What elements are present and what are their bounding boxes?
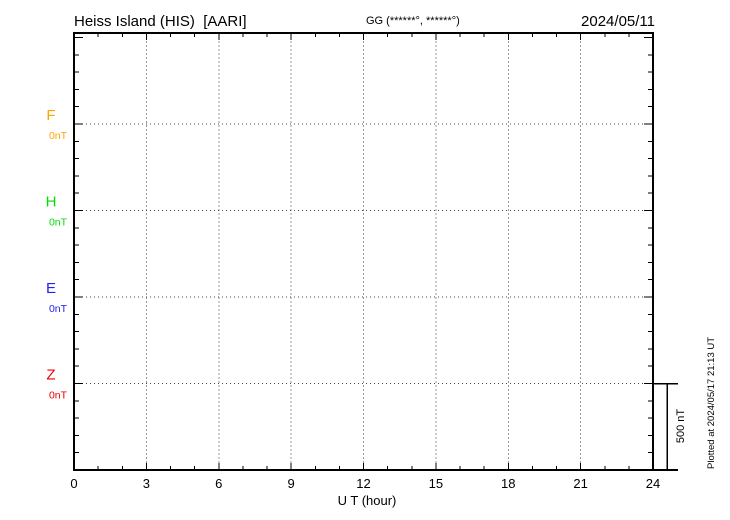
channel-label-H: H bbox=[46, 194, 57, 211]
channel-unit-label-F: 0nT bbox=[49, 130, 68, 142]
plotted-at-note: Plotted at 2024/05/17 21:13 UT bbox=[706, 337, 717, 469]
scale-bar-label: 500 nT bbox=[675, 409, 687, 444]
x-axis-title: U T (hour) bbox=[338, 493, 397, 508]
x-tick-label-21: 21 bbox=[573, 476, 587, 491]
channel-unit-label-E: 0nT bbox=[49, 303, 68, 315]
channel-unit-label-H: 0nT bbox=[49, 217, 68, 229]
gg-coordinates-label: GG (******°, ******°) bbox=[366, 15, 460, 27]
x-tick-label-24: 24 bbox=[646, 476, 660, 491]
x-tick-label-18: 18 bbox=[501, 476, 515, 491]
x-tick-label-12: 12 bbox=[356, 476, 370, 491]
x-tick-label-6: 6 bbox=[215, 476, 222, 491]
x-tick-label-15: 15 bbox=[429, 476, 443, 491]
channel-unit-label-Z: 0nT bbox=[49, 390, 68, 402]
channel-label-E: E bbox=[46, 280, 56, 297]
channel-label-F: F bbox=[46, 107, 55, 124]
station-title: Heiss Island (HIS) [AARI] bbox=[74, 13, 247, 30]
plot-date: 2024/05/11 bbox=[581, 13, 655, 30]
plot-body: 0 3 6 9 12 15 18 21 24 F 0nT H 0nT E 0nT Z 0nT bbox=[46, 32, 678, 491]
x-tick-label-0: 0 bbox=[70, 476, 77, 491]
channel-label-Z: Z bbox=[46, 367, 55, 384]
x-tick-label-9: 9 bbox=[288, 476, 295, 491]
x-tick-label-3: 3 bbox=[143, 476, 150, 491]
